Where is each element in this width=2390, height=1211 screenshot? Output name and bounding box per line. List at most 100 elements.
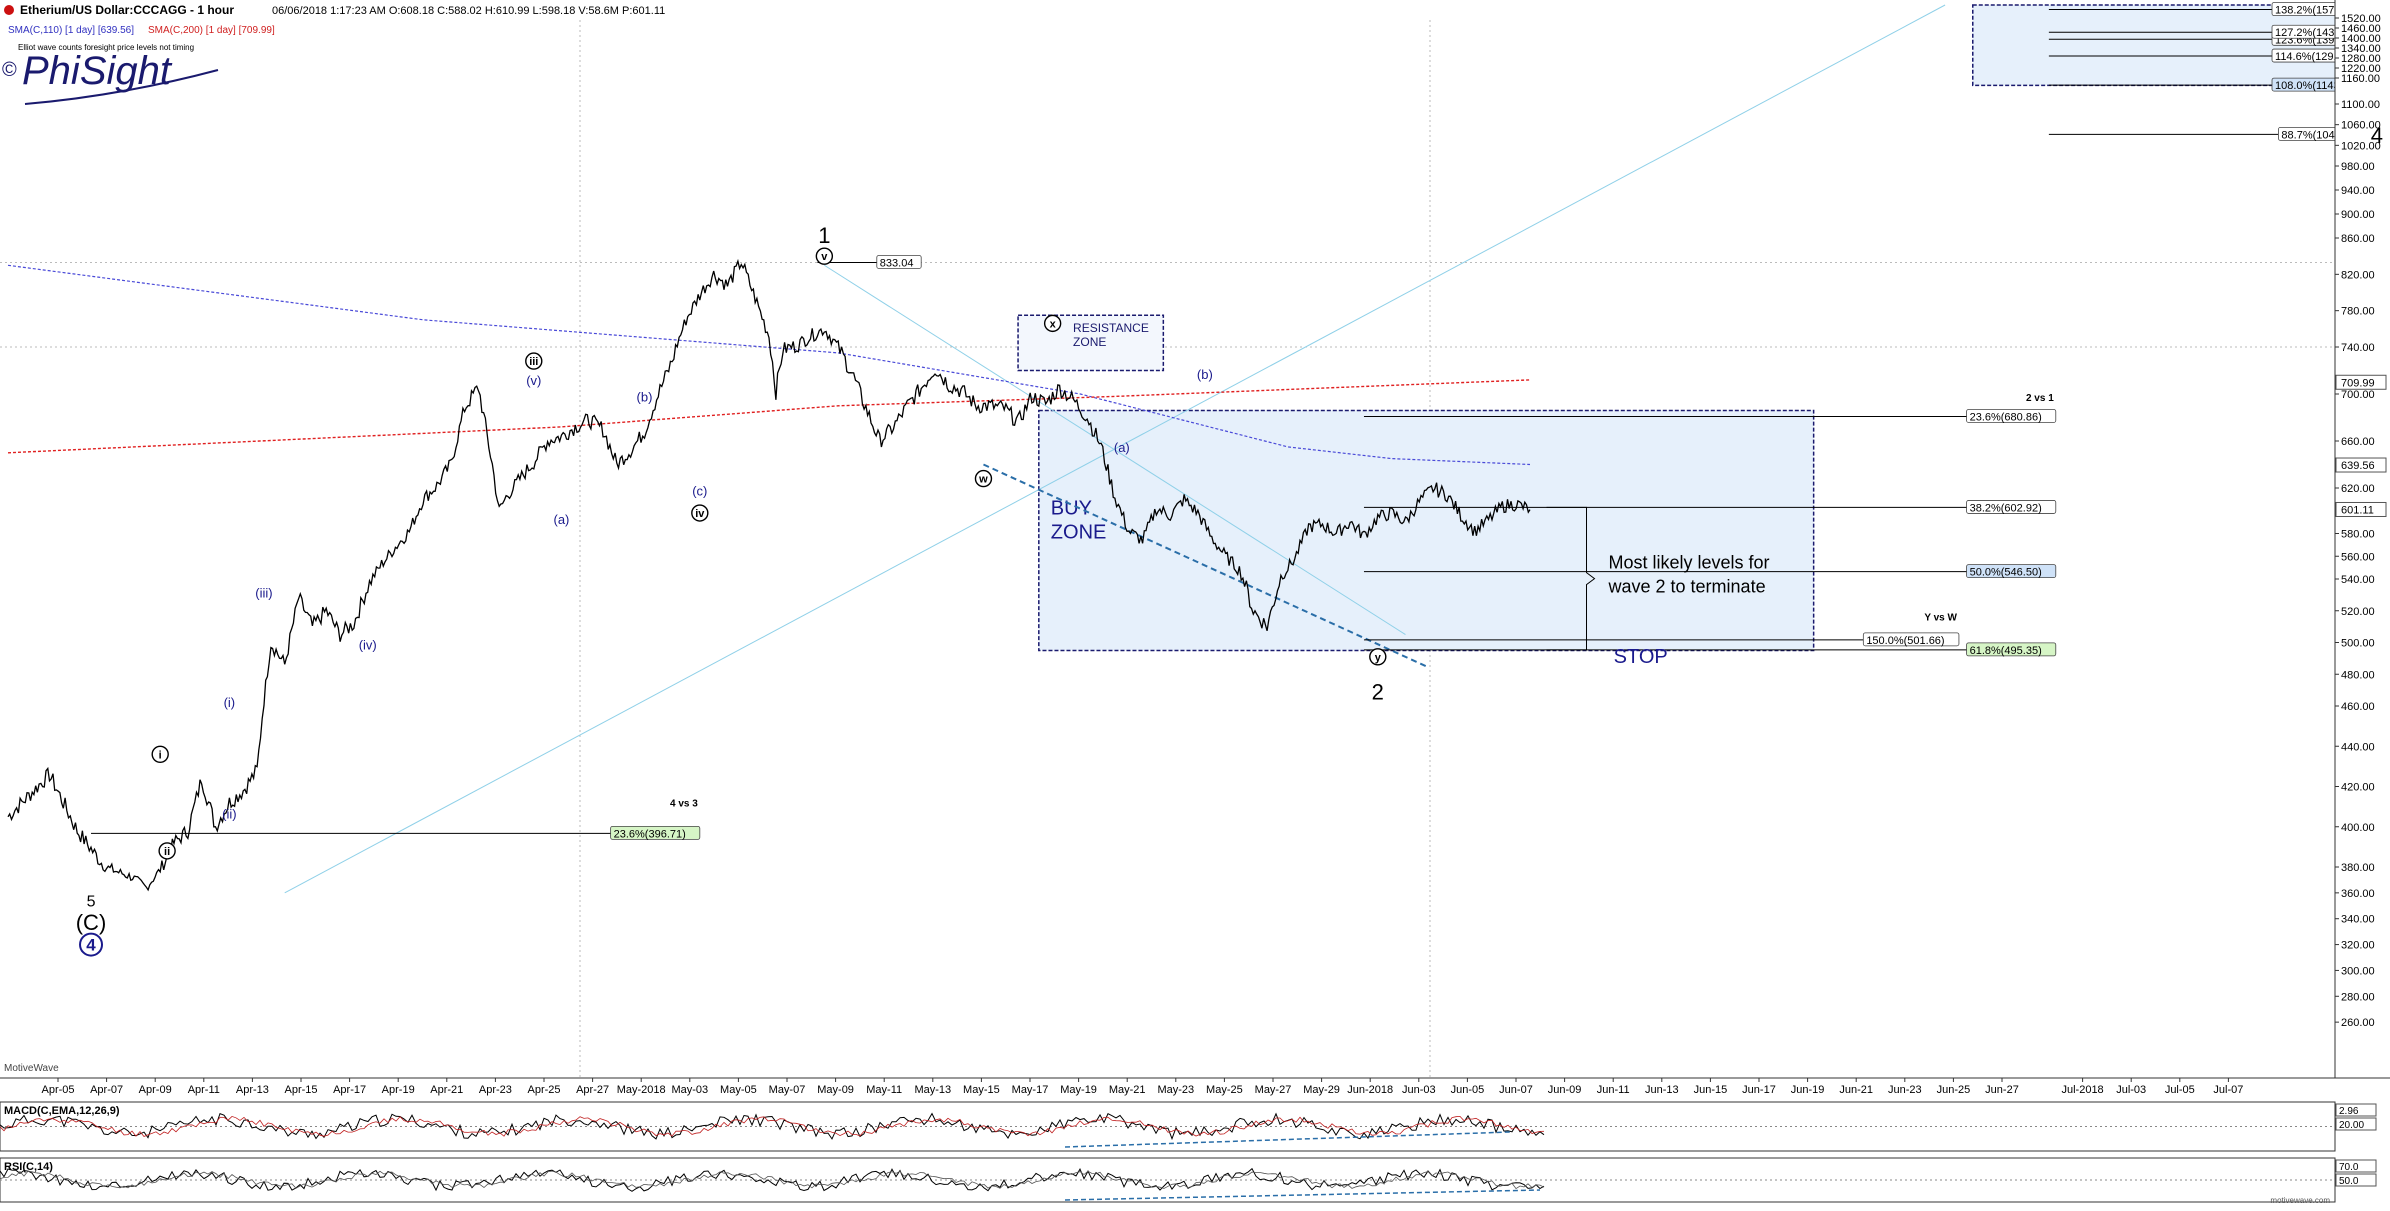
fib-tag-label-9: 114.6%(1291.75) [2275,51,2359,63]
wave-label-11: (a) [554,512,570,527]
y-tick-label-5: 360.00 [2341,888,2375,900]
x-tick-label-23: May-23 [1157,1084,1194,1096]
y-tick-label-33: 1280.00 [2341,53,2381,65]
wave-labels: 5(C)4iii(i)(ii)(iii)(iv)(v)iii(a)(b)(c)i… [76,223,1668,957]
indicator-tag-box-1-1 [2335,1173,2377,1187]
x-tick-label-17: May-11 [866,1084,902,1096]
y-tick-label-12: 500.00 [2341,638,2375,650]
price-tag-label-0: 709.99 [2341,377,2375,389]
corner-wave-4: 4 [2371,123,2383,148]
fib-tag-box-12 [2271,2,2335,16]
wave-circle-2 [79,932,104,957]
annotation-line-1: Most likely levels for [1609,553,1770,573]
ohlc-readout: 06/06/2018 1:17:23 AM O:608.18 C:588.02 … [272,5,665,17]
x-tick-label-29: Jun-05 [1451,1084,1485,1096]
y-tick-label-2: 300.00 [2341,965,2375,977]
x-tick-label-33: Jun-13 [1645,1084,1679,1096]
sma110-line [7,264,1531,466]
indicator-tag-1-0: 70.0 [2339,1162,2359,1173]
indicator-tag-0-1: 20.00 [2339,1120,2364,1131]
fib-tag-label-0: 23.6%(396.71) [614,828,686,840]
wave-label-12: (b) [637,390,653,405]
indicator-title-0: MACD(C,EMA,12,26,9) [4,1105,120,1117]
y-tick-label-13: 520.00 [2341,606,2375,618]
x-tick-label-6: Apr-17 [333,1084,366,1096]
wave-label-20: (b) [1197,367,1213,382]
sma200-line [7,379,1531,454]
y-tick-label-19: 660.00 [2341,436,2375,448]
wave-label-5: (i) [224,695,236,710]
y-tick-label-29: 1060.00 [2341,120,2381,132]
wave-label-16: v [821,251,828,263]
y-tick-label-20: 700.00 [2341,389,2375,401]
y-tick-label-6: 380.00 [2341,862,2375,874]
fib-tag-label-3: 38.2%(602.92) [1970,502,2042,514]
x-tick-label-9: Apr-23 [479,1084,512,1096]
wave-label-21: y [1375,652,1382,664]
levels-bracket [1546,506,1596,651]
sma110-legend: SMA(C,110) [1 day] [639.56] [8,25,134,36]
x-tick-label-39: Jun-25 [1937,1084,1971,1096]
x-tick-label-8: Apr-21 [430,1084,463,1096]
fib-tag-label-7: 88.7%(1041.15) [2281,129,2359,141]
x-tick-label-5: Apr-15 [284,1084,317,1096]
y-tick-label-28: 1020.00 [2341,140,2381,152]
x-tick-label-12: May-2018 [617,1084,666,1096]
indicator-signal-1 [0,1170,1545,1190]
fib-tag-label-1: 833.04 [880,257,914,269]
symbol-status-dot [4,5,14,15]
x-tick-label-1: Apr-07 [90,1084,123,1096]
y-tick-label-26: 940.00 [2341,185,2375,197]
fib-tag-label-4: 50.0%(546.50) [1970,567,2042,579]
x-tick-label-43: Jul-05 [2165,1084,2195,1096]
x-tick-label-44: Jul-07 [2213,1084,2243,1096]
rsi-divergence-line [1064,1189,1541,1201]
x-tick-label-13: May-03 [671,1084,708,1096]
wave-circle-21 [1369,648,1387,666]
stop-label: STOP [1614,646,1668,668]
x-tick-label-21: May-19 [1060,1084,1097,1096]
fib-group-label-1: 2 vs 1 [2026,393,2054,404]
wave-label-6: (ii) [222,807,236,822]
x-tick-label-7: Apr-19 [382,1084,415,1096]
y-tick-label-7: 400.00 [2341,822,2375,834]
y-tick-label-31: 1160.00 [2341,73,2380,85]
wave-label-9: (v) [526,373,541,388]
x-tick-label-14: May-05 [720,1084,757,1096]
price-tag-label-1: 639.56 [2341,460,2375,472]
x-tick-label-31: Jun-09 [1548,1084,1582,1096]
wave-label-14: iv [695,508,705,520]
x-tick-label-41: Jul-2018 [2061,1084,2103,1096]
fib-tag-box-11 [2271,24,2335,39]
wave-circle-18 [1043,314,1062,333]
wave-circle-4 [158,842,176,860]
fib-tag-box-8 [2271,77,2335,92]
fib-group-label-2: Y vs W [1924,612,1957,623]
fib-tag-label-2: 23.6%(680.86) [1970,411,2042,423]
y-tick-label-24: 860.00 [2341,233,2375,245]
x-tick-label-24: May-25 [1206,1084,1243,1096]
logo-mark: © [2,59,17,81]
wave-label-22: 2 [1372,679,1384,704]
price-tag-box-0 [2335,374,2387,390]
y-tick-label-1: 280.00 [2341,991,2375,1003]
indicator-tag-box-0-1 [2335,1117,2377,1131]
wave-label-8: (iv) [359,638,377,653]
x-tick-label-32: Jun-11 [1597,1084,1630,1096]
fib-tag-label-11: 127.2%(1434.64) [2275,27,2359,39]
y-tick-label-11: 480.00 [2341,669,2375,681]
y-tick-label-30: 1100.00 [2341,99,2380,111]
y-tick-label-3: 320.00 [2341,940,2375,952]
x-tick-label-40: Jun-27 [1985,1084,2019,1096]
resistance-zone [1017,314,1165,372]
fib-tag-box-9 [2271,48,2335,63]
y-tick-label-14: 540.00 [2341,574,2375,586]
x-tick-label-38: Jun-23 [1888,1084,1922,1096]
trend-line-lower [983,463,1427,668]
y-tick-label-35: 1400.00 [2341,33,2381,45]
indicator-tag-box-0-0 [2335,1103,2377,1117]
buy-zone [1038,409,1815,652]
axes: 260.00 280.00 300.00 320.00 340.00 360.00 380.… [0,0,2390,1096]
y-tick-label-32: 1220.00 [2341,63,2381,75]
